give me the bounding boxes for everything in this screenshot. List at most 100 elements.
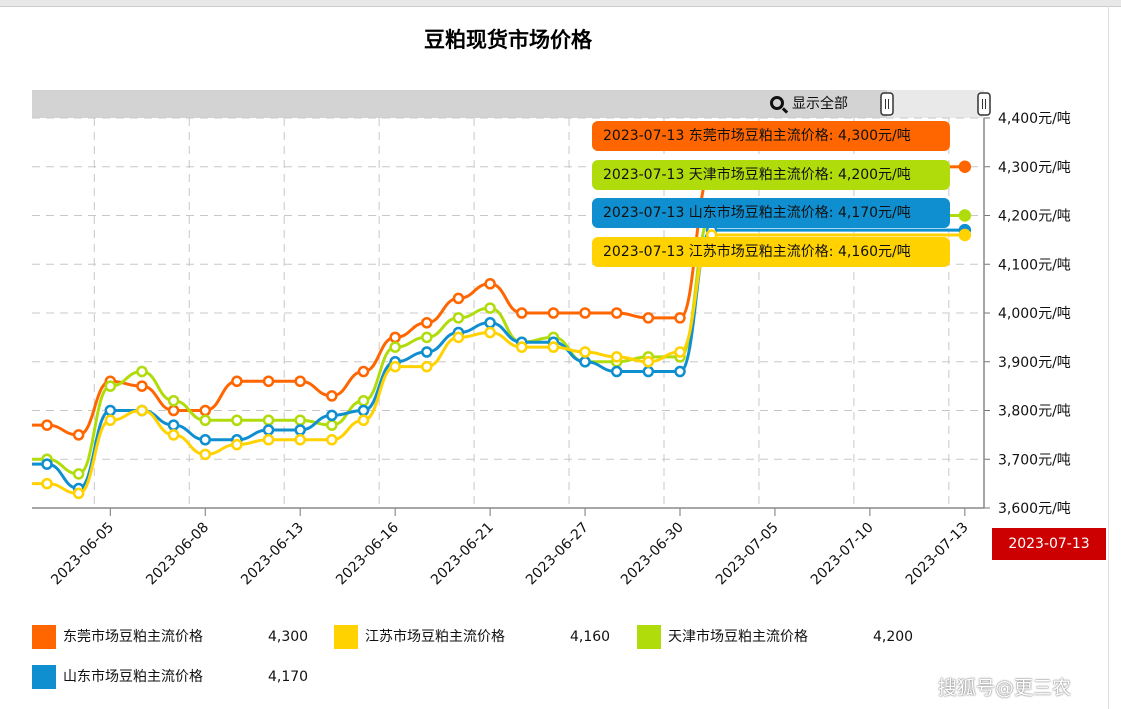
legend-label: 山东市场豆粕主流价格 xyxy=(63,669,203,685)
data-point xyxy=(294,434,306,446)
data-point xyxy=(674,346,686,358)
y-tick-label: 3,800元/吨 xyxy=(998,404,1071,420)
data-point xyxy=(326,434,338,446)
data-point xyxy=(484,317,496,329)
y-tick-label: 4,100元/吨 xyxy=(998,257,1071,273)
tooltip-dongguan: 2023-07-13 东莞市场豆粕主流价格: 4,300元/吨 xyxy=(592,121,950,151)
data-point xyxy=(231,375,243,387)
data-point xyxy=(262,375,275,387)
tooltip-tianjin: 2023-07-13 天津市场豆粕主流价格: 4,200元/吨 xyxy=(592,160,950,190)
data-point xyxy=(262,434,275,446)
series-line xyxy=(32,233,965,495)
data-point xyxy=(452,331,465,344)
data-point xyxy=(294,375,306,387)
legend-value: 4,200 xyxy=(873,629,914,645)
y-tick-label: 4,400元/吨 xyxy=(998,111,1071,127)
data-point xyxy=(72,468,85,480)
data-point xyxy=(610,307,623,319)
data-point xyxy=(72,429,85,441)
data-point xyxy=(421,346,433,358)
data-point xyxy=(294,424,306,436)
data-point xyxy=(104,414,117,426)
chart-title: 豆粕现货市场价格 xyxy=(424,28,592,52)
data-point xyxy=(41,419,53,431)
data-point xyxy=(167,429,180,441)
legend-label: 江苏市场豆粕主流价格 xyxy=(365,629,505,645)
data-point xyxy=(326,409,338,422)
y-tick-label: 4,200元/吨 xyxy=(998,209,1071,225)
y-tick-label: 4,300元/吨 xyxy=(998,160,1071,176)
x-tick-label: 2023-06-13 xyxy=(238,520,307,589)
zoom-magnifier-icon[interactable] xyxy=(770,96,784,110)
data-point xyxy=(136,404,148,417)
data-point xyxy=(167,419,180,431)
data-point xyxy=(452,312,465,324)
data-point xyxy=(389,341,401,353)
data-point xyxy=(958,228,972,242)
watermark: 搜狐号@更三农 xyxy=(938,677,1072,699)
show-all-button[interactable]: 显示全部 xyxy=(792,96,848,112)
window-top-bar xyxy=(0,0,1121,7)
tooltip-jiangsu: 2023-07-13 江苏市场豆粕主流价格: 4,160元/吨 xyxy=(592,237,950,267)
series-line xyxy=(32,165,965,437)
data-point xyxy=(484,278,496,290)
x-tick-label: 2023-06-21 xyxy=(428,520,497,589)
x-tick-label: 2023-06-05 xyxy=(48,520,117,589)
data-point xyxy=(547,307,560,319)
legend-label: 东莞市场豆粕主流价格 xyxy=(63,629,203,645)
legend-swatch xyxy=(334,625,358,649)
data-point xyxy=(357,365,370,378)
data-point xyxy=(262,414,275,426)
legend-swatch xyxy=(32,625,56,649)
x-tick-label: 2023-07-13 xyxy=(903,520,972,589)
data-point xyxy=(262,424,275,436)
data-point xyxy=(167,395,180,407)
data-point xyxy=(104,380,117,392)
legend-value: 4,160 xyxy=(570,629,611,645)
data-point xyxy=(41,458,53,470)
data-point xyxy=(452,292,465,305)
y-tick-label: 4,000元/吨 xyxy=(998,306,1071,322)
data-point xyxy=(421,360,433,373)
data-point xyxy=(642,356,655,368)
range-handle[interactable] xyxy=(977,92,991,116)
data-point xyxy=(199,434,211,446)
data-point xyxy=(642,312,655,324)
x-tick-label: 2023-07-05 xyxy=(713,520,782,589)
page-border xyxy=(1108,6,1109,709)
data-point xyxy=(516,307,528,319)
data-point xyxy=(958,160,972,173)
crosshair-date-badge: 2023-07-13 xyxy=(992,528,1106,560)
data-point xyxy=(610,351,623,363)
data-point xyxy=(199,414,211,426)
tooltip-shandong: 2023-07-13 山东市场豆粕主流价格: 4,170元/吨 xyxy=(592,198,950,228)
data-point xyxy=(294,414,306,426)
data-point xyxy=(231,414,243,426)
data-point xyxy=(167,404,180,417)
data-point xyxy=(516,341,528,353)
range-selector-track xyxy=(32,90,984,118)
data-point xyxy=(547,341,560,353)
data-point xyxy=(421,317,433,329)
x-tick-label: 2023-06-08 xyxy=(143,520,212,589)
legend-label: 天津市场豆粕主流价格 xyxy=(668,629,808,645)
y-tick-label: 3,600元/吨 xyxy=(998,501,1071,517)
data-point xyxy=(579,346,591,358)
data-point xyxy=(136,365,148,378)
x-tick-label: 2023-06-30 xyxy=(618,520,687,589)
data-point xyxy=(199,448,211,461)
data-point xyxy=(484,326,496,339)
data-point xyxy=(610,365,623,378)
range-handle[interactable] xyxy=(880,92,894,116)
data-point xyxy=(357,414,370,426)
y-tick-label: 3,700元/吨 xyxy=(998,452,1071,468)
data-point xyxy=(674,365,686,378)
data-point xyxy=(326,390,338,402)
data-point xyxy=(579,356,591,368)
data-point xyxy=(357,395,370,407)
legend-swatch xyxy=(32,665,56,689)
data-point xyxy=(357,404,370,417)
series-line xyxy=(32,214,965,476)
x-tick-label: 2023-06-16 xyxy=(333,519,402,588)
